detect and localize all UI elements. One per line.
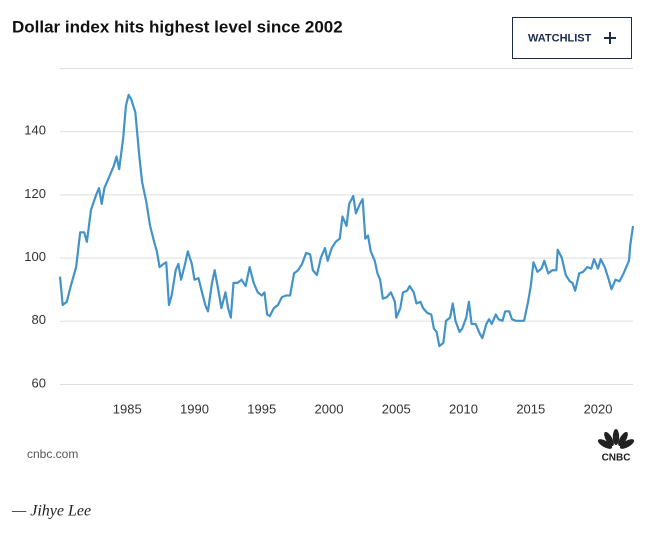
x-tick-label: 1995 bbox=[247, 401, 276, 416]
byline: — Jihye Lee bbox=[11, 503, 91, 520]
y-tick-label: 60 bbox=[32, 375, 46, 390]
chart-title: Dollar index hits highest level since 20… bbox=[12, 17, 343, 36]
x-tick-label: 1990 bbox=[180, 401, 209, 416]
source: cnbc.com bbox=[27, 447, 78, 461]
y-tick-label: 120 bbox=[24, 186, 46, 201]
y-tick-label: 140 bbox=[24, 123, 46, 138]
plot: 60 80 100 120 140 1985 1990 1995 2000 2005 2010 201… bbox=[24, 93, 635, 416]
x-tick-label: 2020 bbox=[584, 401, 613, 416]
x-tick-label: 2005 bbox=[382, 401, 411, 416]
x-tick-label: 2010 bbox=[449, 401, 478, 416]
x-tick-label: 2000 bbox=[315, 401, 344, 416]
y-tick-label: 100 bbox=[24, 249, 46, 264]
x-tick-label: 1985 bbox=[113, 401, 142, 416]
data-line bbox=[58, 93, 635, 348]
x-tick-label: 2015 bbox=[516, 401, 545, 416]
plus-icon[interactable] bbox=[604, 32, 616, 44]
button-label[interactable]: WATCHLIST bbox=[528, 32, 592, 44]
watchlist-button[interactable]: WATCHLIST bbox=[512, 17, 632, 59]
y-tick-label: 80 bbox=[32, 312, 46, 327]
logo-text: CNBC bbox=[602, 453, 631, 464]
cnbc-logo: CNBC bbox=[597, 429, 635, 464]
